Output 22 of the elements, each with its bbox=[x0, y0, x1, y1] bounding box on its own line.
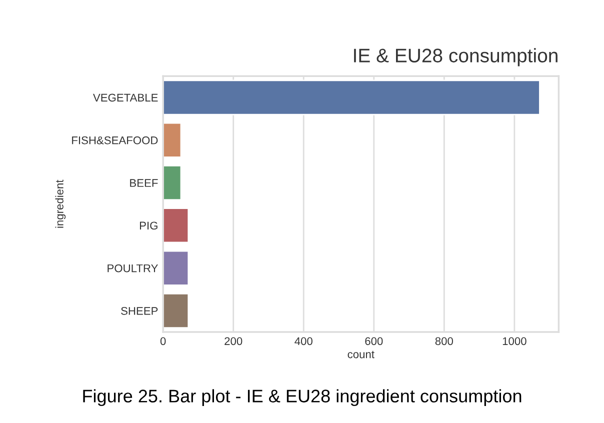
y-tick-label: SHEEP bbox=[121, 306, 158, 315]
x-tick-label: 0 bbox=[160, 337, 166, 346]
y-tick-label: POULTRY bbox=[108, 264, 158, 272]
bar bbox=[163, 122, 182, 158]
y-axis-title: ingredient bbox=[55, 180, 66, 228]
x-tick-label: 1000 bbox=[502, 337, 526, 346]
bar bbox=[163, 165, 182, 201]
bar bbox=[163, 292, 190, 328]
chart-title: IE & EU28 consumption bbox=[354, 48, 558, 66]
bar bbox=[163, 208, 190, 244]
y-tick-label: PIG bbox=[140, 222, 158, 230]
x-axis-title: count bbox=[348, 350, 374, 358]
x-tick-label: 800 bbox=[435, 337, 453, 346]
bar bbox=[163, 250, 190, 286]
caption: Figure 25. Bar plot - IE & EU28 ingredient consumption bbox=[83, 389, 522, 406]
x-tick-label: 400 bbox=[294, 337, 312, 346]
y-tick-label: FISH&SEAFOOD bbox=[72, 136, 158, 144]
y-tick-label: VEGETABLE bbox=[93, 94, 158, 102]
x-tick-label: 600 bbox=[365, 337, 383, 346]
bar bbox=[163, 80, 540, 116]
y-tick-label: BEEF bbox=[130, 179, 158, 187]
x-tick-label: 200 bbox=[224, 337, 242, 346]
